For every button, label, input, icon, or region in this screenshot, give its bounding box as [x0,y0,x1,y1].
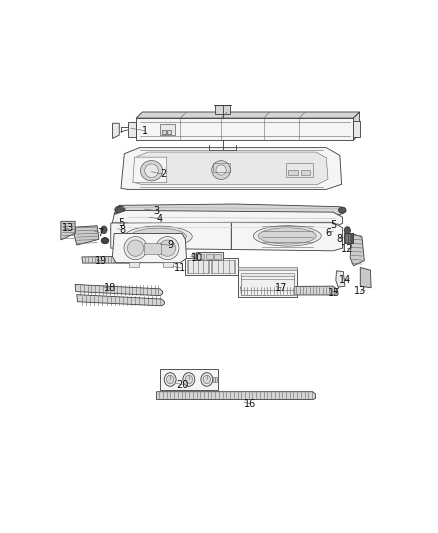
Bar [241,276,294,295]
Ellipse shape [203,375,211,384]
Bar [238,267,297,270]
Ellipse shape [185,375,193,384]
Bar [160,369,218,390]
Bar [238,269,297,297]
Polygon shape [82,256,143,263]
Text: 12: 12 [341,244,353,254]
Text: 20: 20 [176,379,188,390]
Text: 5: 5 [118,219,124,228]
Ellipse shape [156,237,179,260]
Text: 11: 11 [174,263,187,273]
Polygon shape [156,392,315,400]
Bar [301,169,311,175]
Text: 3: 3 [154,206,159,216]
Bar [344,233,353,243]
Ellipse shape [166,375,174,384]
Bar [162,130,166,134]
Ellipse shape [141,160,162,181]
Ellipse shape [124,226,192,247]
Bar [136,118,353,140]
Text: 9: 9 [167,240,173,251]
Polygon shape [350,233,364,266]
Bar [215,377,217,382]
Bar [353,121,360,138]
Polygon shape [128,122,136,137]
Text: 1: 1 [141,126,148,136]
Polygon shape [360,268,371,288]
Bar [214,254,221,259]
Bar [213,377,215,382]
Polygon shape [75,285,162,296]
Polygon shape [111,211,343,231]
Bar [163,262,173,267]
Bar [196,252,223,260]
Polygon shape [241,286,336,295]
Bar [130,262,139,267]
Bar [211,260,235,273]
Polygon shape [231,222,343,251]
Text: 13: 13 [354,286,366,296]
Text: 4: 4 [157,214,163,224]
Bar [286,163,313,177]
Ellipse shape [201,373,213,386]
Text: 10: 10 [191,253,203,263]
Bar [288,169,298,175]
Text: 16: 16 [244,399,256,409]
Ellipse shape [258,228,316,244]
Bar [167,130,171,134]
Polygon shape [111,222,231,249]
Polygon shape [61,221,75,240]
Text: 8: 8 [337,233,343,244]
Text: 18: 18 [104,283,116,293]
Text: 8: 8 [120,225,126,235]
Text: 19: 19 [95,256,107,266]
Polygon shape [353,112,360,140]
Bar [197,254,204,259]
Bar [187,260,209,273]
Ellipse shape [164,373,176,386]
Ellipse shape [253,225,321,246]
Text: 2: 2 [160,169,166,179]
Ellipse shape [339,207,346,213]
Polygon shape [133,157,167,183]
Ellipse shape [216,165,226,175]
Ellipse shape [192,253,196,257]
Text: 15: 15 [328,288,340,298]
Ellipse shape [183,373,195,386]
Ellipse shape [101,238,109,244]
Polygon shape [336,271,345,287]
Bar [206,254,212,259]
Text: 6: 6 [325,228,331,238]
Polygon shape [114,204,346,215]
Ellipse shape [101,226,107,233]
Ellipse shape [212,161,230,180]
Polygon shape [74,225,99,245]
Polygon shape [113,123,119,139]
Polygon shape [121,148,342,189]
Ellipse shape [145,164,158,177]
Polygon shape [134,152,328,184]
Bar [185,258,238,275]
Polygon shape [77,295,164,306]
Bar [212,163,230,172]
Text: 5: 5 [330,220,336,230]
Text: 7: 7 [97,228,103,238]
Text: 14: 14 [339,275,351,285]
Ellipse shape [124,237,147,260]
Bar [241,273,294,295]
Text: 13: 13 [62,223,74,233]
Bar [160,124,175,135]
Ellipse shape [344,227,350,234]
Polygon shape [136,112,360,118]
Ellipse shape [130,228,186,245]
Ellipse shape [115,206,125,214]
Bar [144,243,161,254]
Ellipse shape [159,240,176,256]
Ellipse shape [127,240,144,256]
Polygon shape [113,233,187,263]
Bar [215,104,230,114]
Text: 17: 17 [276,283,288,293]
